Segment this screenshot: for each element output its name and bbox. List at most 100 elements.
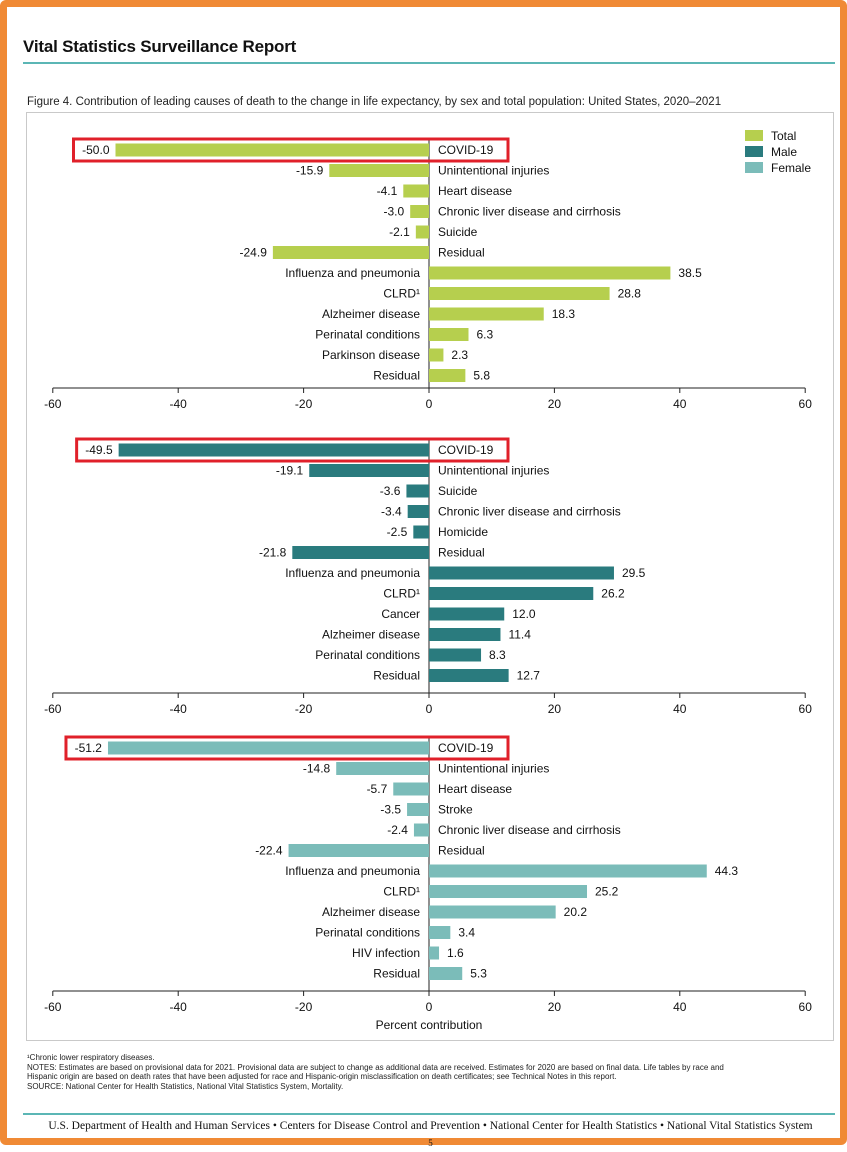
bar-total-4 [415,225,429,239]
bar-total-1 [329,164,429,177]
category-label: COVID-19 [438,143,494,157]
bar-male-11 [429,669,509,682]
legend-label-total: Total [771,129,796,143]
value-label: 25.2 [595,885,619,899]
x-tick-label: 0 [426,397,433,411]
x-tick-label: -40 [170,397,188,411]
x-tick-label: -60 [44,702,62,716]
value-label: -3.6 [380,484,401,498]
value-label: 26.2 [601,587,625,601]
bar-male-9 [429,628,501,641]
value-label: 2.3 [451,348,468,362]
category-label: CLRD¹ [383,587,420,601]
category-label: CLRD¹ [383,287,420,301]
category-label: Residual [373,967,420,981]
highlight-box [75,437,510,463]
category-label: Unintentional injuries [438,464,549,478]
bar-total-7 [429,287,610,300]
bar-female-7 [429,885,588,898]
value-label: 12.7 [517,669,541,683]
value-label: -3.5 [380,803,401,817]
page-number: 5 [428,1138,433,1148]
x-tick-label: -60 [44,397,62,411]
category-label: Alzheimer disease [322,905,420,919]
value-label: 38.5 [678,266,702,280]
x-tick-label: -20 [295,397,313,411]
x-tick-label: 40 [673,702,687,716]
bar-male-10 [429,648,482,662]
value-label: 1.6 [447,946,464,960]
footer-rule [23,1113,835,1115]
category-label: Perinatal conditions [315,648,420,662]
category-label: Residual [373,369,420,383]
x-tick-label: 60 [799,1000,813,1014]
x-tick-label: 20 [548,397,562,411]
figure-caption: Figure 4. Contribution of leading causes… [27,96,722,108]
category-label: Heart disease [438,782,512,796]
value-label: 8.3 [489,648,506,662]
category-label: Stroke [438,803,473,817]
value-label: -22.4 [255,844,283,858]
value-label: -15.9 [296,164,324,178]
highlight-box [72,137,510,163]
bar-total-8 [429,307,544,321]
category-label: Cancer [381,607,420,621]
category-label: Alzheimer disease [322,307,420,321]
x-tick-label: 60 [799,702,813,716]
x-tick-label: 0 [426,1000,433,1014]
chart-svg: COVID-19 -50.0 Unintentional injuries -15.9… [44,129,813,1032]
category-label: CLRD¹ [383,885,420,899]
value-label: -19.1 [276,464,304,478]
value-label: -21.8 [259,546,287,560]
x-tick-label: -60 [44,1000,62,1014]
value-label: 5.3 [470,967,487,981]
category-label: Unintentional injuries [438,164,549,178]
bar-total-5 [272,246,429,259]
bar-female-4 [413,823,429,837]
bar-male-0 [118,443,429,457]
bar-male-4 [413,525,429,539]
bar-female-5 [288,844,429,857]
x-tick-label: -40 [170,1000,188,1014]
footnote: ¹Chronic lower respiratory diseases. [27,1053,155,1062]
bar-total-10 [429,348,444,362]
category-label: Influenza and pneumonia [285,266,420,280]
value-label: 29.5 [622,566,646,580]
category-label: Homicide [438,525,488,539]
x-tick-label: 20 [548,702,562,716]
bar-male-8 [429,607,505,621]
x-tick-label: 40 [673,1000,687,1014]
category-label: Chronic liver disease and cirrhosis [438,823,621,837]
x-tick-label: 40 [673,397,687,411]
source-line: SOURCE: National Center for Health Stati… [27,1081,344,1091]
category-label: Residual [438,844,485,858]
value-label: 28.8 [618,287,642,301]
category-label: Unintentional injuries [438,762,549,776]
value-label: -2.1 [389,225,410,239]
bar-female-9 [429,926,451,939]
bar-male-6 [429,566,614,580]
category-label: Residual [438,546,485,560]
value-label: -2.5 [387,525,408,539]
category-label: Residual [373,669,420,683]
value-label: -2.4 [387,823,408,837]
value-label: 11.4 [508,628,531,642]
bar-total-9 [429,328,469,341]
value-label: -4.1 [377,184,398,198]
x-tick-label: -20 [295,702,313,716]
bar-male-3 [407,505,429,518]
bar-male-2 [406,484,429,498]
bar-total-0 [115,143,429,157]
value-label: -14.8 [303,762,331,776]
legend-swatch-total [745,130,763,141]
x-tick-label: 60 [799,397,813,411]
category-label: Suicide [438,225,478,239]
chart-box [26,112,834,1041]
category-label: Perinatal conditions [315,926,420,940]
bar-total-11 [429,369,466,382]
report-title: Vital Statistics Surveillance Report [23,37,297,56]
value-label: 20.2 [564,905,588,919]
category-label: Chronic liver disease and cirrhosis [438,505,621,519]
legend-swatch-female [745,162,763,173]
category-label: Residual [438,246,485,260]
